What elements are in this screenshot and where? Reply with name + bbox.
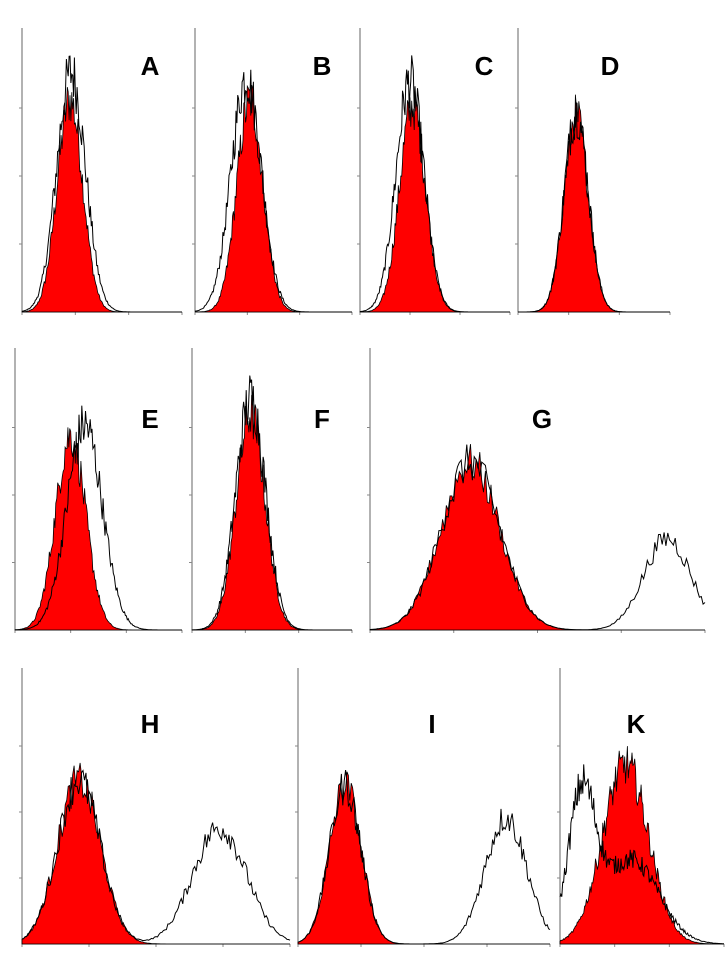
histogram-panel-k: K [557, 668, 725, 947]
panel-label: A [141, 51, 160, 81]
outline-histogram [297, 770, 551, 945]
filled-histogram [195, 84, 352, 313]
panel-label: E [141, 404, 158, 434]
histogram-panel-i: I [295, 668, 551, 947]
filled-histogram [559, 746, 724, 945]
outline-histogram [559, 764, 724, 945]
panel-label: D [601, 51, 620, 81]
outline-histogram [192, 375, 352, 631]
filled-histogram [518, 94, 670, 313]
filled-histogram [297, 771, 550, 945]
outline-histogram [194, 69, 352, 313]
outline-histogram [369, 444, 706, 631]
filled-histogram [21, 87, 182, 313]
panel-label: K [627, 709, 646, 739]
histogram-panel-g: G [367, 348, 706, 633]
panel-label: F [314, 404, 330, 434]
histogram-panel-c: C [357, 28, 511, 315]
panel-label: C [475, 51, 494, 81]
panel-label: H [141, 709, 160, 739]
panel-label: G [532, 404, 552, 434]
filled-histogram [14, 427, 182, 631]
filled-histogram [21, 762, 290, 945]
outline-histogram [15, 405, 182, 631]
outline-histogram [518, 102, 670, 313]
panel-label: I [428, 709, 435, 739]
histogram-panel-e: E [12, 348, 183, 633]
histogram-panel-f: F [189, 348, 353, 633]
filled-histogram [369, 444, 705, 631]
histogram-panel-a: A [19, 28, 183, 315]
outline-histogram [22, 769, 291, 941]
outline-histogram [359, 55, 510, 313]
outline-histogram [21, 55, 182, 313]
histogram-panel-h: H [19, 668, 291, 947]
histogram-panel-d: D [515, 28, 671, 315]
histogram-panel-b: B [192, 28, 353, 315]
panel-label: B [313, 51, 332, 81]
